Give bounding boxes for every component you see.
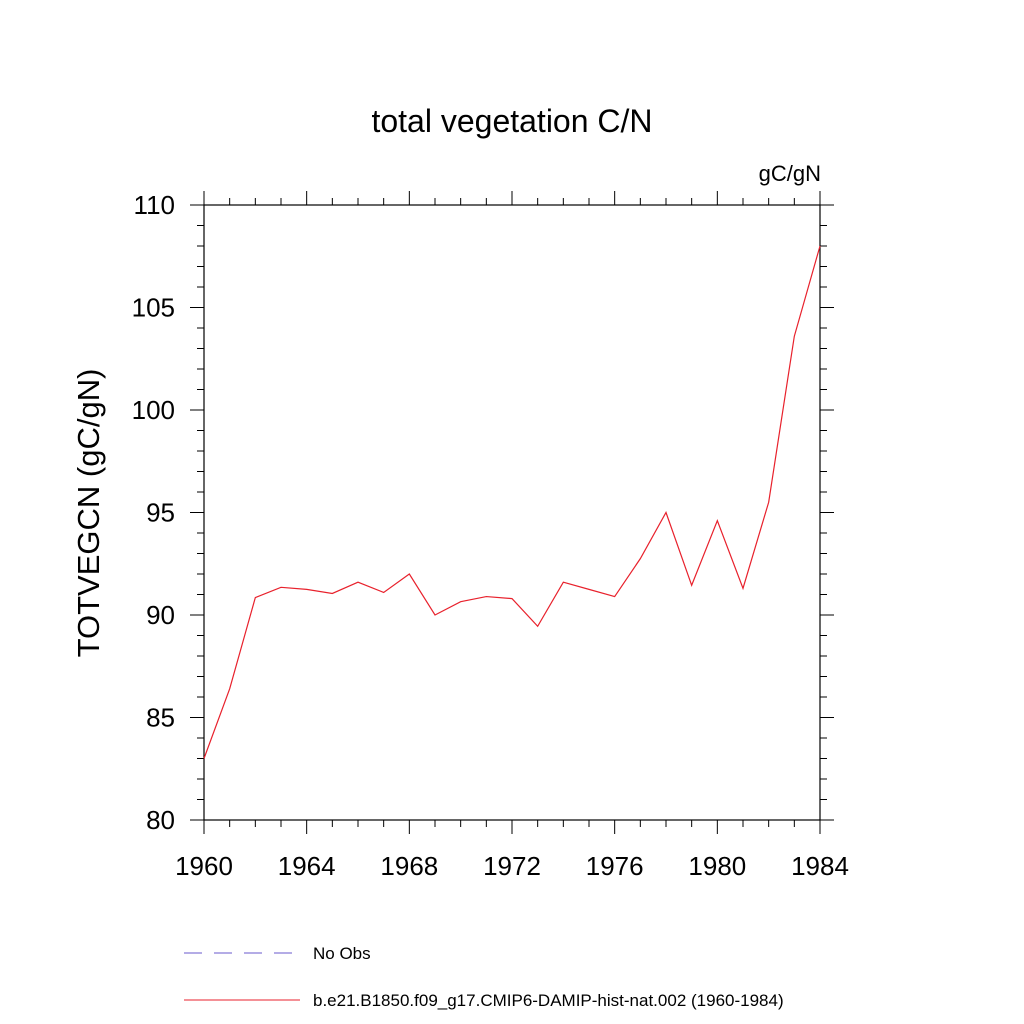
x-tick-label: 1960: [175, 851, 233, 881]
x-tick-label: 1968: [380, 851, 438, 881]
x-tick-label: 1980: [688, 851, 746, 881]
y-tick-label: 85: [146, 703, 175, 733]
y-tick-label: 80: [146, 805, 175, 835]
plot-frame: [203, 204, 821, 821]
legend-label: b.e21.B1850.f09_g17.CMIP6-DAMIP-hist-nat…: [313, 991, 784, 1010]
series-layer: [203, 245, 821, 759]
y-axis-label: TOTVEGCN (gC/gN): [71, 369, 106, 658]
y-tick-label: 100: [132, 395, 175, 425]
legend: No Obs b.e21.B1850.f09_g17.CMIP6-DAMIP-hi…: [184, 944, 784, 1010]
legend-label: No Obs: [313, 944, 371, 963]
x-tick-label: 1964: [278, 851, 336, 881]
y-tick-label: 110: [134, 190, 175, 220]
y-tick-label: 105: [132, 293, 175, 323]
units-label: gC/gN: [759, 161, 821, 186]
x-tick-label: 1972: [483, 851, 541, 881]
tick-labels: 1960 1964 1968 1972 1976 1980 1984 80 85 90 95 100 1…: [132, 190, 849, 881]
series-line: [203, 245, 821, 759]
y-tick-label: 95: [146, 498, 175, 528]
y-tick-label: 90: [146, 600, 175, 630]
x-tick-label: 1976: [586, 851, 644, 881]
chart-title: total vegetation C/N: [371, 103, 652, 139]
axis-ticks: [190, 191, 834, 834]
x-tick-label: 1984: [791, 851, 849, 881]
